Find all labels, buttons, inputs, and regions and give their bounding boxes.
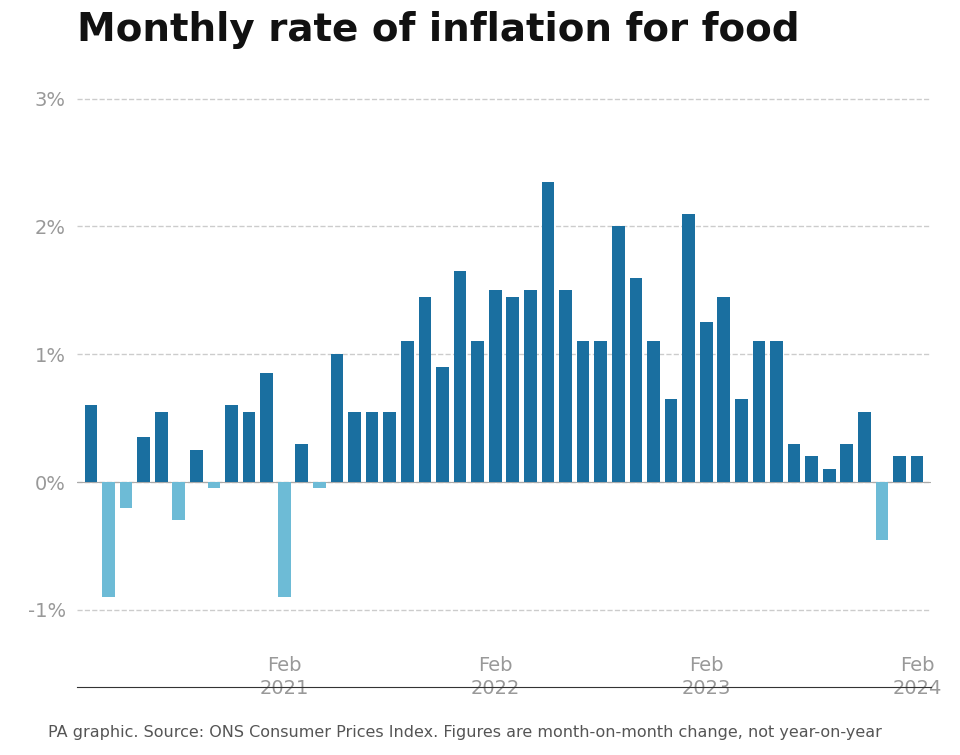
Bar bbox=[612, 226, 625, 482]
Bar bbox=[876, 482, 888, 540]
Bar bbox=[277, 482, 291, 597]
Bar bbox=[788, 444, 801, 482]
Bar bbox=[770, 341, 782, 482]
Bar bbox=[507, 297, 519, 482]
Bar bbox=[630, 278, 642, 482]
Bar bbox=[541, 182, 554, 482]
Bar bbox=[84, 405, 97, 482]
Bar bbox=[489, 291, 501, 482]
Bar bbox=[700, 322, 712, 482]
Bar bbox=[155, 411, 167, 482]
Bar bbox=[348, 411, 361, 482]
Bar bbox=[419, 297, 431, 482]
Bar bbox=[243, 411, 255, 482]
Bar bbox=[296, 444, 308, 482]
Bar bbox=[735, 399, 748, 482]
Bar bbox=[753, 341, 765, 482]
Bar bbox=[471, 341, 484, 482]
Bar bbox=[823, 470, 835, 482]
Bar bbox=[137, 437, 150, 482]
Bar bbox=[190, 450, 203, 482]
Bar bbox=[102, 482, 115, 597]
Bar bbox=[893, 457, 906, 482]
Bar bbox=[260, 374, 273, 482]
Text: Monthly rate of inflation for food: Monthly rate of inflation for food bbox=[77, 11, 800, 49]
Bar bbox=[120, 482, 132, 507]
Bar bbox=[841, 444, 853, 482]
Bar bbox=[683, 214, 695, 482]
Bar bbox=[911, 457, 924, 482]
Bar bbox=[858, 411, 871, 482]
Bar bbox=[401, 341, 414, 482]
Bar bbox=[524, 291, 537, 482]
Bar bbox=[366, 411, 378, 482]
Bar bbox=[717, 297, 731, 482]
Bar bbox=[330, 354, 344, 482]
Bar bbox=[173, 482, 185, 520]
Bar bbox=[226, 405, 238, 482]
Bar bbox=[594, 341, 607, 482]
Bar bbox=[207, 482, 220, 488]
Bar bbox=[436, 367, 448, 482]
Bar bbox=[647, 341, 660, 482]
Bar bbox=[805, 457, 818, 482]
Text: PA graphic. Source: ONS Consumer Prices Index. Figures are month-on-month change: PA graphic. Source: ONS Consumer Prices … bbox=[48, 725, 882, 740]
Bar bbox=[454, 271, 467, 482]
Bar bbox=[577, 341, 589, 482]
Bar bbox=[383, 411, 396, 482]
Bar bbox=[560, 291, 572, 482]
Bar bbox=[664, 399, 678, 482]
Bar bbox=[313, 482, 325, 488]
